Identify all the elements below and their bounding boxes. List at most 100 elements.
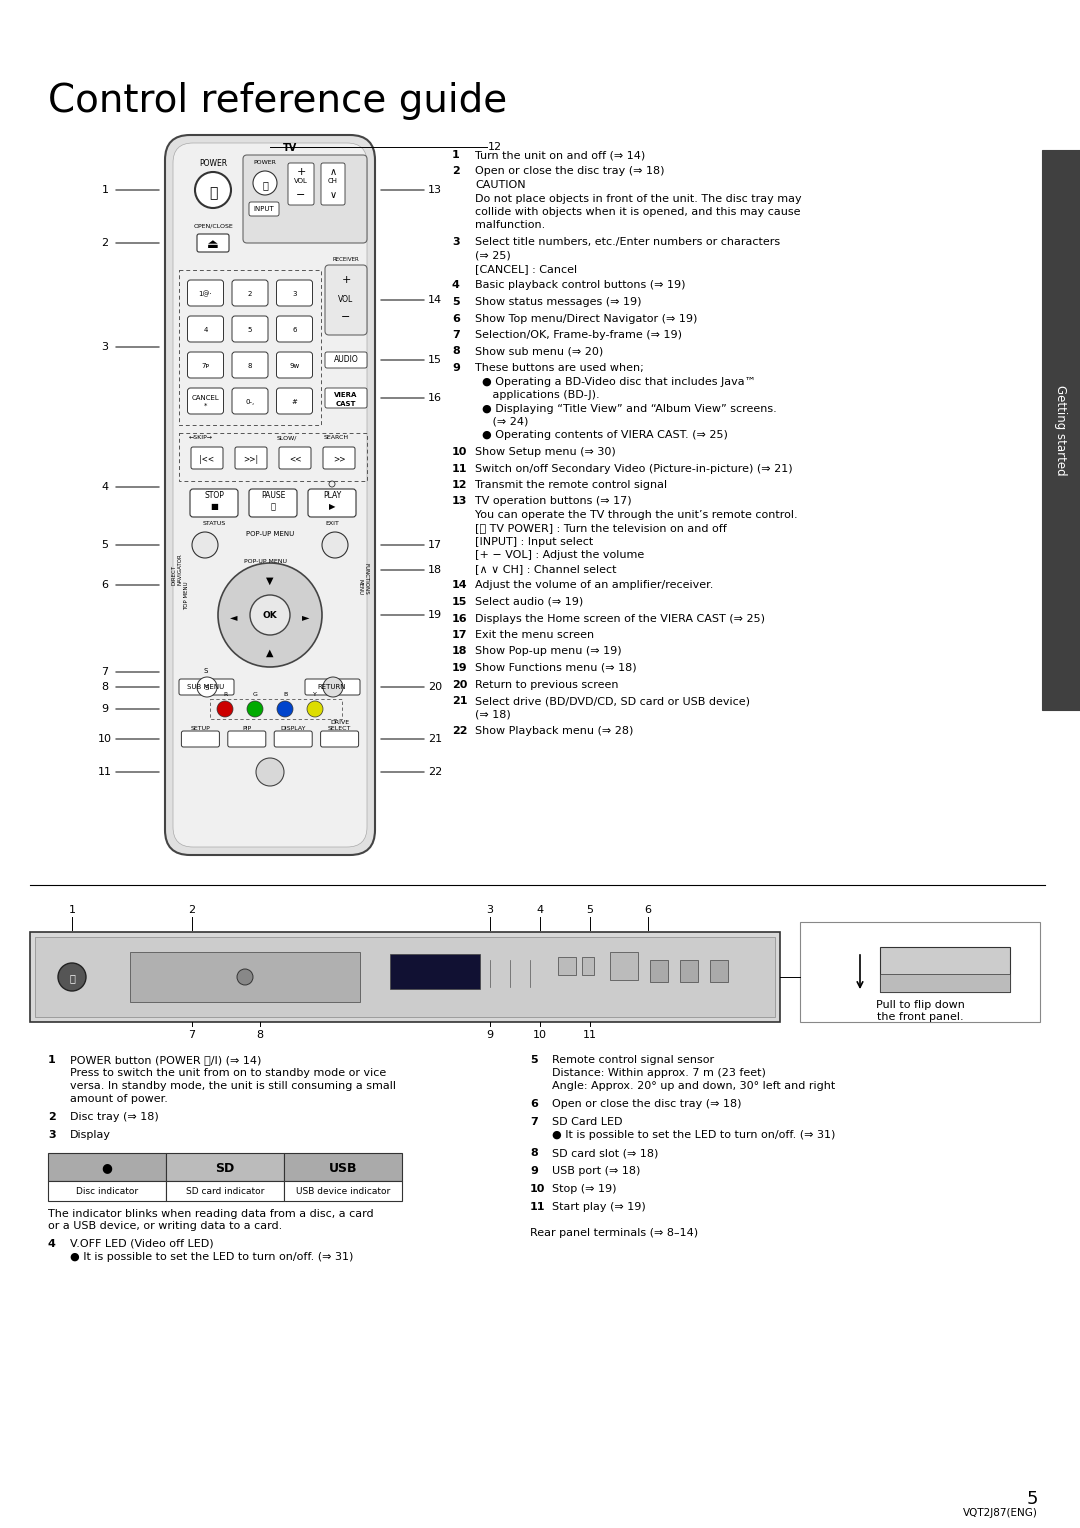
FancyBboxPatch shape xyxy=(305,678,360,695)
Text: RECEIVER: RECEIVER xyxy=(333,257,360,261)
Text: ►: ► xyxy=(302,613,310,622)
Text: 5: 5 xyxy=(102,539,108,550)
FancyBboxPatch shape xyxy=(190,489,238,516)
Text: 10: 10 xyxy=(534,1030,546,1041)
Bar xyxy=(284,1154,402,1181)
Text: 5: 5 xyxy=(247,327,253,333)
Text: POWER: POWER xyxy=(254,160,276,165)
Text: VOL: VOL xyxy=(338,295,353,304)
Text: Show status messages (⇒ 19): Show status messages (⇒ 19) xyxy=(475,296,642,307)
Text: R: R xyxy=(222,692,227,697)
Text: Exit the menu screen: Exit the menu screen xyxy=(475,630,594,640)
Text: You can operate the TV through the unit’s remote control.: You can operate the TV through the unit’… xyxy=(475,510,798,520)
Text: TV operation buttons (⇒ 17): TV operation buttons (⇒ 17) xyxy=(475,497,632,506)
Text: USB port (⇒ 18): USB port (⇒ 18) xyxy=(552,1166,640,1177)
Text: >>: >> xyxy=(333,454,346,463)
FancyBboxPatch shape xyxy=(308,489,356,516)
Text: 8: 8 xyxy=(256,1030,264,1041)
Circle shape xyxy=(218,562,322,668)
Text: 8: 8 xyxy=(530,1148,538,1158)
Text: SUB MENU: SUB MENU xyxy=(187,685,225,691)
FancyBboxPatch shape xyxy=(179,678,234,695)
Text: Select audio (⇒ 19): Select audio (⇒ 19) xyxy=(475,597,583,607)
Text: Y: Y xyxy=(313,692,316,697)
Text: Select drive (BD/DVD/CD, SD card or USB device): Select drive (BD/DVD/CD, SD card or USB … xyxy=(475,695,750,706)
Text: 7: 7 xyxy=(102,668,109,677)
Text: USB: USB xyxy=(328,1161,357,1175)
Circle shape xyxy=(237,969,253,986)
Text: SD: SD xyxy=(215,1161,234,1175)
FancyBboxPatch shape xyxy=(276,388,312,414)
FancyBboxPatch shape xyxy=(232,351,268,377)
FancyBboxPatch shape xyxy=(165,134,375,856)
Text: CH: CH xyxy=(328,177,338,183)
FancyBboxPatch shape xyxy=(276,316,312,342)
Text: 17: 17 xyxy=(453,630,468,640)
Bar xyxy=(48,1181,166,1201)
FancyBboxPatch shape xyxy=(243,154,367,243)
Text: Angle: Approx. 20° up and down, 30° left and right: Angle: Approx. 20° up and down, 30° left… xyxy=(552,1080,835,1091)
Text: 7: 7 xyxy=(530,1117,538,1128)
FancyBboxPatch shape xyxy=(325,264,367,335)
FancyBboxPatch shape xyxy=(325,351,367,368)
Text: 2: 2 xyxy=(247,290,253,296)
Text: STATUS: STATUS xyxy=(202,521,226,526)
Bar xyxy=(35,937,775,1018)
Circle shape xyxy=(249,594,291,636)
Bar xyxy=(800,921,1040,1022)
Bar xyxy=(48,1154,166,1181)
Text: (⇒ 24): (⇒ 24) xyxy=(475,417,528,426)
Text: TV: TV xyxy=(283,144,297,153)
Text: 3: 3 xyxy=(293,290,297,296)
Text: PIP: PIP xyxy=(242,726,252,730)
Text: STOP: STOP xyxy=(204,492,224,501)
Text: 7: 7 xyxy=(188,1030,195,1041)
Text: 8: 8 xyxy=(247,364,253,368)
Text: Turn the unit on and off (⇒ 14): Turn the unit on and off (⇒ 14) xyxy=(475,150,645,160)
Text: 19: 19 xyxy=(453,663,468,672)
Text: VIERA: VIERA xyxy=(335,393,357,397)
Text: PAUSE: PAUSE xyxy=(260,492,285,501)
Text: V.OFF LED (Video off LED): V.OFF LED (Video off LED) xyxy=(70,1239,214,1248)
Text: −: − xyxy=(341,312,351,322)
Text: ●: ● xyxy=(102,1161,112,1175)
Text: 18: 18 xyxy=(453,646,468,657)
Text: [∧ ∨ CH] : Channel select: [∧ ∨ CH] : Channel select xyxy=(475,564,617,575)
Text: 13: 13 xyxy=(428,185,442,196)
Text: VQT2J87(ENG): VQT2J87(ENG) xyxy=(963,1508,1038,1517)
Bar xyxy=(582,957,594,975)
FancyBboxPatch shape xyxy=(321,730,359,747)
FancyBboxPatch shape xyxy=(323,448,355,469)
Text: 10: 10 xyxy=(453,448,468,457)
Text: 1@·: 1@· xyxy=(199,290,213,298)
Text: Show Setup menu (⇒ 30): Show Setup menu (⇒ 30) xyxy=(475,448,616,457)
Text: 4: 4 xyxy=(48,1239,56,1248)
FancyBboxPatch shape xyxy=(232,280,268,306)
FancyBboxPatch shape xyxy=(276,280,312,306)
Text: OK: OK xyxy=(262,611,278,620)
FancyBboxPatch shape xyxy=(188,280,224,306)
Text: ● It is possible to set the LED to turn on/off. (⇒ 31): ● It is possible to set the LED to turn … xyxy=(70,1251,353,1262)
Text: ←SKIP→: ←SKIP→ xyxy=(189,435,213,440)
Text: ▼: ▼ xyxy=(267,576,273,587)
Text: POWER: POWER xyxy=(199,159,227,168)
Bar xyxy=(390,953,480,989)
FancyBboxPatch shape xyxy=(188,351,224,377)
Text: Press to switch the unit from on to standby mode or vice: Press to switch the unit from on to stan… xyxy=(70,1068,387,1077)
Text: DIRECT
NAVIGATOR: DIRECT NAVIGATOR xyxy=(172,553,183,585)
Text: 11: 11 xyxy=(530,1203,545,1212)
Text: 2: 2 xyxy=(188,905,195,915)
FancyBboxPatch shape xyxy=(274,730,312,747)
Bar xyxy=(166,1154,284,1181)
Text: 3: 3 xyxy=(453,237,460,248)
Text: 11: 11 xyxy=(453,463,468,474)
Bar xyxy=(1042,150,1080,711)
Text: 17: 17 xyxy=(428,539,442,550)
Text: DRIVE
SELECT: DRIVE SELECT xyxy=(328,720,351,730)
Text: ⏻: ⏻ xyxy=(208,186,217,200)
FancyBboxPatch shape xyxy=(325,388,367,408)
FancyBboxPatch shape xyxy=(197,234,229,252)
Text: AUDIO: AUDIO xyxy=(334,356,359,365)
Text: 12: 12 xyxy=(488,142,502,151)
Text: ∧: ∧ xyxy=(329,167,337,177)
